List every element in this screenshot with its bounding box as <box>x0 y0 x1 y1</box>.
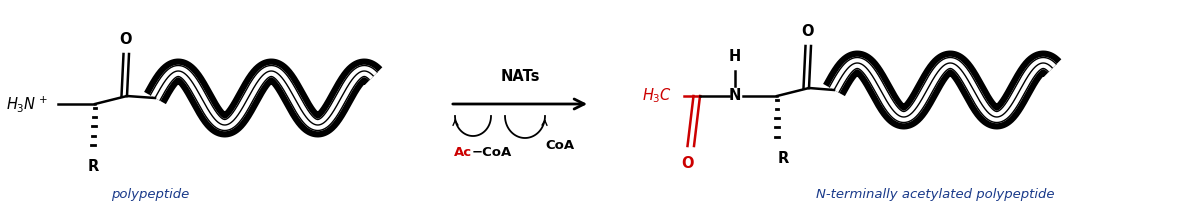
Text: O: O <box>119 32 131 47</box>
Text: Ac: Ac <box>454 145 472 158</box>
Text: polypeptide: polypeptide <box>110 188 190 201</box>
Text: N-terminally acetylated polypeptide: N-terminally acetylated polypeptide <box>816 188 1055 201</box>
Text: R: R <box>88 159 98 174</box>
Text: NATs: NATs <box>500 69 540 84</box>
Text: −CoA: −CoA <box>472 145 512 158</box>
Text: $H_3N^+$: $H_3N^+$ <box>6 94 48 114</box>
Text: CoA: CoA <box>546 139 575 153</box>
Text: $H_3C$: $H_3C$ <box>642 87 672 105</box>
Text: N: N <box>728 88 742 103</box>
Text: O: O <box>682 156 695 171</box>
Text: H: H <box>728 49 742 64</box>
Text: R: R <box>778 151 788 166</box>
Text: O: O <box>800 24 814 39</box>
